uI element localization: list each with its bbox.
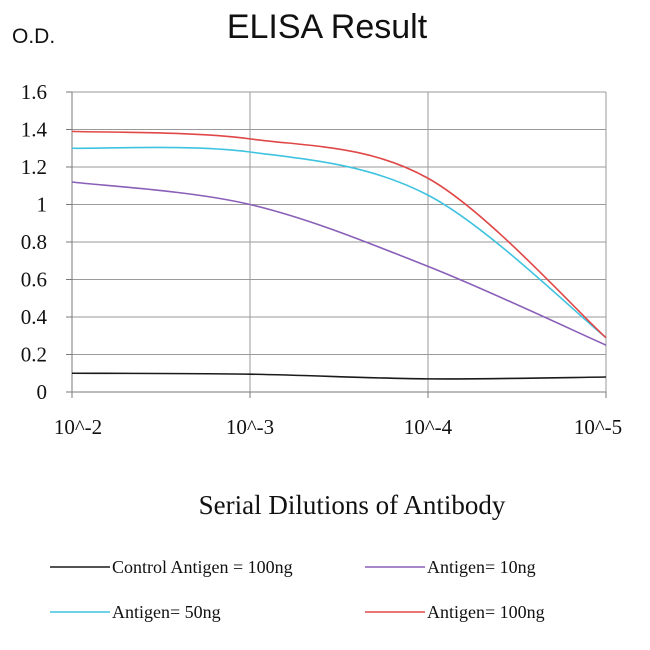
x-tick-label: 10^-2 <box>54 415 102 439</box>
y-tick-label: 0.6 <box>21 268 47 292</box>
legend-label: Antigen= 50ng <box>112 602 221 622</box>
y-tick-label: 1.4 <box>21 118 48 142</box>
x-tick-labels: 10^-2 10^-3 10^-4 10^-5 <box>54 415 622 439</box>
series-line-4 <box>71 130 607 339</box>
y-tick-label: 0.4 <box>21 305 48 329</box>
series-line-1 <box>71 372 607 380</box>
series-line-2 <box>71 181 607 346</box>
x-tick-label: 10^-4 <box>404 415 453 439</box>
y-tick-label: 0.8 <box>21 230 47 254</box>
y-tick-label: 1 <box>37 193 48 217</box>
series-lines <box>71 130 607 380</box>
chart-title: ELISA Result <box>227 8 428 46</box>
y-tick-label: 0.2 <box>21 343 47 367</box>
y-axis-label: O.D. <box>12 25 55 48</box>
y-tick-label: 1.6 <box>21 80 47 104</box>
legend: Control Antigen = 100ng Antigen= 10ng Anti… <box>50 557 545 622</box>
x-tick-label: 10^-3 <box>226 415 274 439</box>
y-tick-labels: 0 0.2 0.4 0.6 0.8 1 1.2 1.4 1.6 <box>21 80 48 404</box>
legend-label: Control Antigen = 100ng <box>112 557 293 577</box>
x-axis-title: Serial Dilutions of Antibody <box>199 490 506 520</box>
y-tick-label: 0 <box>37 380 48 404</box>
x-tick-label: 10^-5 <box>574 415 622 439</box>
y-tick-label: 1.2 <box>21 155 47 179</box>
axes <box>66 91 607 398</box>
legend-label: Antigen= 100ng <box>427 602 545 622</box>
legend-label: Antigen= 10ng <box>427 557 536 577</box>
grid <box>72 91 607 392</box>
series-line-3 <box>71 146 607 339</box>
